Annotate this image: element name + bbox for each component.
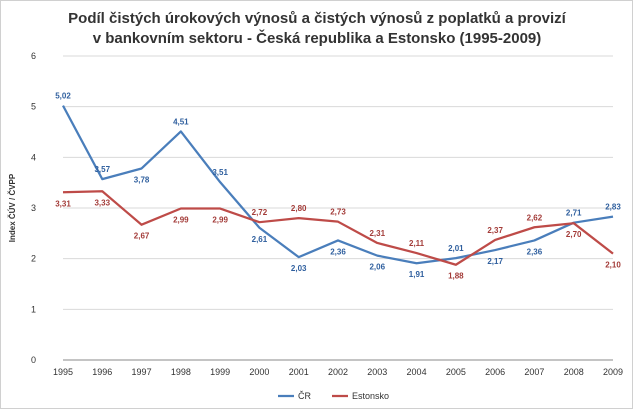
data-label: 2,71 bbox=[566, 209, 582, 218]
data-label: 1,91 bbox=[409, 270, 425, 279]
y-tick-label: 4 bbox=[31, 152, 36, 162]
data-label: 2,83 bbox=[605, 203, 621, 212]
y-tick-label: 3 bbox=[31, 203, 36, 213]
x-tick-label: 1999 bbox=[210, 367, 230, 377]
data-label: 2,03 bbox=[291, 264, 307, 273]
x-axis-ticks: 1995 1996 1997 1998 1999 2000 2001 2002 2003 2004… bbox=[53, 367, 623, 377]
data-label: 2,80 bbox=[291, 204, 307, 213]
chart-title-line-2: v bankovním sektoru - Česká republika a … bbox=[93, 29, 542, 47]
data-label: 1,88 bbox=[448, 272, 464, 281]
x-tick-label: 1995 bbox=[53, 367, 73, 377]
data-label: 2,99 bbox=[212, 216, 228, 225]
legend-label: Estonsko bbox=[352, 391, 389, 401]
data-label: 2,11 bbox=[409, 239, 425, 248]
y-tick-label: 2 bbox=[31, 254, 36, 264]
x-tick-label: 2009 bbox=[603, 367, 623, 377]
data-label: 2,37 bbox=[487, 226, 503, 235]
x-tick-label: 1996 bbox=[92, 367, 112, 377]
series-layer bbox=[63, 106, 613, 265]
x-tick-label: 2002 bbox=[328, 367, 348, 377]
data-label: 2,31 bbox=[369, 229, 385, 238]
x-tick-label: 2004 bbox=[407, 367, 427, 377]
data-label: 3,33 bbox=[94, 198, 110, 207]
data-labels: 5,02 3,57 3,78 4,51 3,51 2,61 2,03 2,36 2,06 1,91… bbox=[55, 92, 621, 281]
chart-title-line-1: Podíl čistých úrokových výnosů a čistých… bbox=[68, 10, 566, 27]
data-label: 2,61 bbox=[252, 235, 268, 244]
x-tick-label: 2003 bbox=[367, 367, 387, 377]
data-label: 3,57 bbox=[94, 165, 110, 174]
y-axis-ticks: 0 1 2 3 4 5 6 bbox=[31, 51, 36, 365]
y-axis-label: Index ČÚV / ČVPP bbox=[8, 173, 17, 242]
x-tick-label: 2000 bbox=[249, 367, 269, 377]
data-label: 2,70 bbox=[566, 230, 582, 239]
x-tick-label: 2007 bbox=[524, 367, 544, 377]
x-tick-label: 2005 bbox=[446, 367, 466, 377]
data-label: 2,99 bbox=[173, 216, 189, 225]
x-tick-label: 1997 bbox=[132, 367, 152, 377]
y-tick-label: 5 bbox=[31, 102, 36, 112]
data-label: 2,01 bbox=[448, 244, 464, 253]
y-tick-label: 1 bbox=[31, 304, 36, 314]
data-label: 3,51 bbox=[212, 168, 228, 177]
data-label: 2,36 bbox=[527, 247, 543, 256]
x-tick-label: 2001 bbox=[289, 367, 309, 377]
data-label: 5,02 bbox=[55, 92, 71, 101]
data-label: 3,31 bbox=[55, 199, 71, 208]
data-label: 2,67 bbox=[134, 232, 150, 241]
data-label: 2,72 bbox=[252, 208, 268, 217]
x-tick-label: 2008 bbox=[564, 367, 584, 377]
data-label: 2,73 bbox=[330, 208, 346, 217]
y-tick-label: 6 bbox=[31, 51, 36, 61]
legend: ČR Estonsko bbox=[278, 391, 389, 401]
y-tick-label: 0 bbox=[31, 355, 36, 365]
data-label: 2,10 bbox=[605, 261, 621, 270]
data-label: 2,06 bbox=[369, 263, 385, 272]
data-label: 2,36 bbox=[330, 247, 346, 256]
x-tick-label: 1998 bbox=[171, 367, 191, 377]
x-tick-label: 2006 bbox=[485, 367, 505, 377]
data-label: 3,78 bbox=[134, 175, 150, 184]
data-label: 2,62 bbox=[527, 213, 543, 222]
legend-label: ČR bbox=[298, 391, 311, 401]
data-label: 2,17 bbox=[487, 257, 503, 266]
data-label: 4,51 bbox=[173, 117, 189, 126]
